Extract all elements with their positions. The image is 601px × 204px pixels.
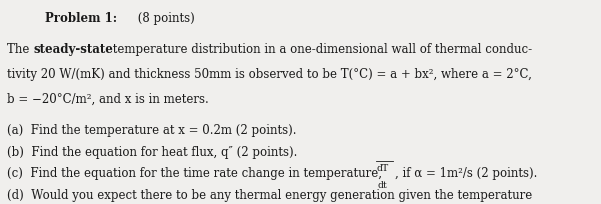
Text: (c)  Find the equation for the time rate change in temperature,: (c) Find the equation for the time rate … <box>7 167 386 180</box>
Text: The: The <box>7 43 33 56</box>
Text: dt: dt <box>377 181 387 190</box>
Text: b = −20°C/m², and x is in meters.: b = −20°C/m², and x is in meters. <box>7 93 209 106</box>
Text: steady-state: steady-state <box>34 43 114 56</box>
Text: temperature distribution in a one-dimensional wall of thermal conduc-: temperature distribution in a one-dimens… <box>109 43 532 56</box>
Text: tivity 20 W/(mK) and thickness 50mm is observed to be T(°C) = a + bx², where a =: tivity 20 W/(mK) and thickness 50mm is o… <box>7 68 532 81</box>
Text: (a)  Find the temperature at x = 0.2m (2 points).: (a) Find the temperature at x = 0.2m (2 … <box>7 124 297 137</box>
Text: (b)  Find the equation for heat flux, q″ (2 points).: (b) Find the equation for heat flux, q″ … <box>7 146 297 159</box>
Text: (d)  Would you expect there to be any thermal energy generation given the temper: (d) Would you expect there to be any the… <box>7 189 532 202</box>
Text: (8 points): (8 points) <box>134 12 195 25</box>
Text: , if α = 1m²/s (2 points).: , if α = 1m²/s (2 points). <box>395 167 537 180</box>
Text: dT: dT <box>376 164 388 173</box>
Text: Problem 1:: Problem 1: <box>45 12 117 25</box>
